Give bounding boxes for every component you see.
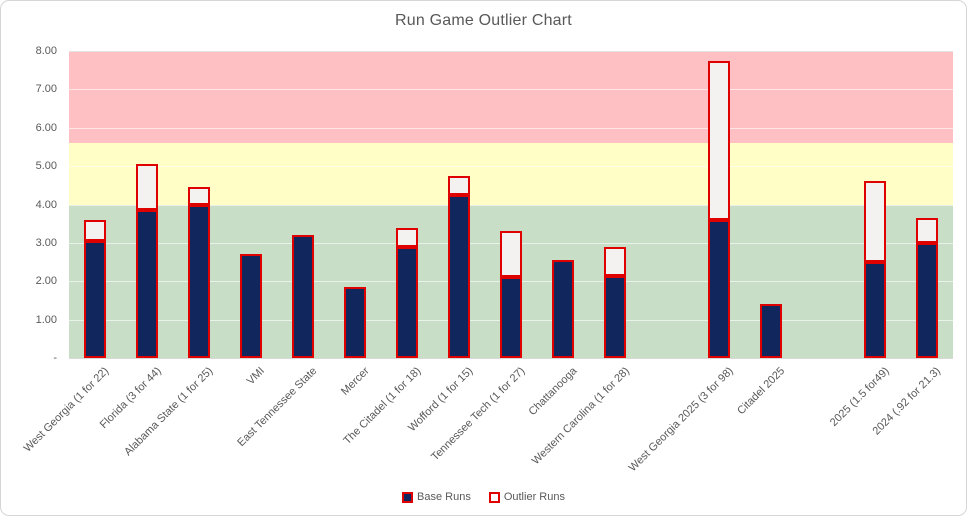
base-runs-segment[interactable]: [240, 254, 262, 358]
bar-group-Western Carolina (1 for 28)[interactable]: [604, 246, 626, 358]
outlier-runs-segment[interactable]: [84, 219, 106, 241]
x-axis-label: Western Carolina (1 for 28): [529, 365, 632, 468]
x-axis-label: VMI: [245, 365, 268, 388]
base-runs-segment[interactable]: [604, 275, 626, 358]
base-runs-segment[interactable]: [344, 287, 366, 358]
x-axis-label: Alabama State (1 for 25): [122, 365, 216, 459]
x-axis-label: Mercer: [338, 365, 372, 398]
bar-group-2025 (1.5 for49)[interactable]: [864, 181, 886, 358]
base-runs-segment[interactable]: [292, 235, 314, 358]
y-tick-label-7.00: 7.00: [35, 83, 57, 96]
x-axis-label: Tennessee Tech (1 for 27): [429, 365, 528, 464]
gridline-5: [69, 166, 953, 168]
base-runs-segment[interactable]: [864, 262, 886, 358]
bar-group-Tennessee Tech (1 for 27)[interactable]: [500, 231, 522, 358]
bar-group-West Georgia (1 for 22)[interactable]: [84, 219, 106, 358]
legend: Base Runs Outlier Runs: [1, 491, 966, 503]
bar-group-West Georgia 2025 (3 for 98)[interactable]: [708, 60, 730, 358]
base-runs-segment[interactable]: [760, 304, 782, 358]
outlier-runs-segment[interactable]: [136, 164, 158, 211]
outlier-runs-segment[interactable]: [500, 231, 522, 278]
x-axis-line: [69, 358, 953, 359]
gridline-7: [69, 89, 953, 91]
legend-label-base-runs: Base Runs: [417, 491, 471, 503]
gridline-6: [69, 127, 953, 129]
outlier-runs-segment[interactable]: [448, 175, 470, 195]
gridline-4: [69, 204, 953, 206]
band-red-zone: [69, 51, 953, 144]
base-runs-segment[interactable]: [448, 194, 470, 358]
outlier-runs-segment[interactable]: [396, 227, 418, 247]
base-runs-segment[interactable]: [188, 204, 210, 358]
bar-group-VMI[interactable]: [240, 254, 262, 358]
base-runs-segment[interactable]: [552, 260, 574, 358]
base-runs-segment[interactable]: [916, 242, 938, 358]
legend-label-outlier-runs: Outlier Runs: [503, 491, 565, 503]
base-runs-segment[interactable]: [708, 219, 730, 358]
outlier-runs-segment[interactable]: [864, 181, 886, 263]
bar-group-Alabama State (1 for 25)[interactable]: [188, 187, 210, 358]
outlier-runs-swatch-icon: [488, 491, 500, 503]
base-runs-segment[interactable]: [396, 246, 418, 358]
y-tick-label--: -: [53, 352, 57, 364]
bar-group-Wofford (1 for 15)[interactable]: [448, 175, 470, 358]
base-runs-segment[interactable]: [84, 240, 106, 358]
outlier-runs-segment[interactable]: [188, 187, 210, 205]
legend-item-outlier-runs[interactable]: Outlier Runs: [488, 491, 565, 503]
bar-group-The Citadel (1 for 18)[interactable]: [396, 227, 418, 358]
base-runs-segment[interactable]: [500, 277, 522, 358]
bar-group-Mercer[interactable]: [344, 287, 366, 358]
y-tick-label-4.00: 4.00: [35, 198, 57, 211]
y-tick-label-5.00: 5.00: [35, 160, 57, 173]
gridline-8: [69, 51, 953, 52]
y-tick-label-3.00: 3.00: [35, 236, 57, 249]
plot-area: [69, 51, 953, 359]
y-tick-label-6.00: 6.00: [35, 121, 57, 134]
y-tick-label-2.00: 2.00: [35, 275, 57, 288]
bar-group-Chattanooga[interactable]: [552, 260, 574, 358]
band-yellow-zone: [69, 143, 953, 205]
x-axis-label: Citadel 2025: [735, 365, 788, 418]
bar-group-Florida (3 for 44)[interactable]: [136, 164, 158, 358]
outlier-runs-segment[interactable]: [916, 217, 938, 243]
legend-item-base-runs[interactable]: Base Runs: [402, 491, 471, 503]
x-axis-label: West Georgia (1 for 22): [21, 365, 112, 455]
y-tick-label-8.00: 8.00: [35, 45, 57, 57]
bar-group-Citadel 2025[interactable]: [760, 304, 782, 358]
outlier-runs-segment[interactable]: [604, 246, 626, 276]
x-axis-label: West Georgia 2025 (3 for 98): [626, 365, 736, 475]
base-runs-segment[interactable]: [136, 210, 158, 358]
chart-title: Run Game Outlier Chart: [395, 12, 572, 29]
bar-group-East Tennessee State[interactable]: [292, 235, 314, 358]
y-tick-label-1.00: 1.00: [35, 313, 57, 326]
base-runs-swatch-icon: [402, 491, 414, 503]
bar-group-2024 (.92 for 21.3)[interactable]: [916, 217, 938, 358]
x-axis-label: Chattanooga: [526, 365, 580, 419]
outlier-runs-segment[interactable]: [708, 60, 730, 220]
